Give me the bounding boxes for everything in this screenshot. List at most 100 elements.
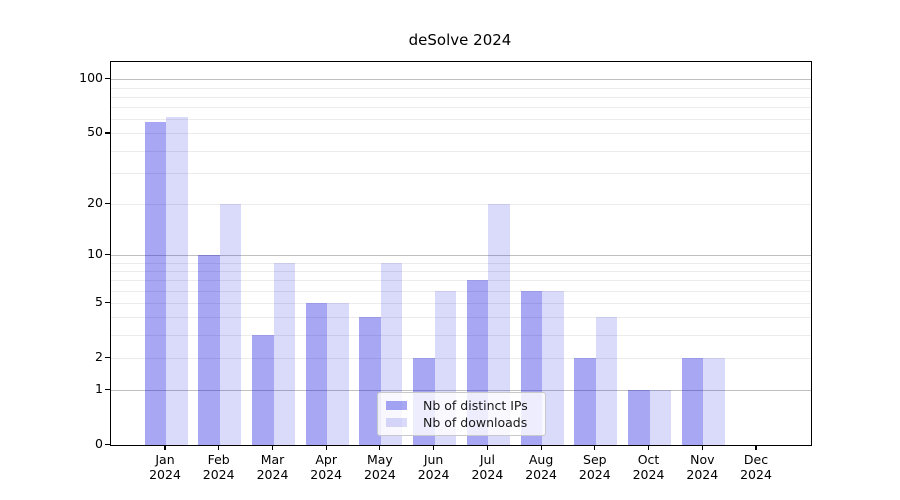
minor-gridline xyxy=(111,172,811,174)
minor-gridline xyxy=(111,96,811,98)
legend: Nb of distinct IPs Nb of downloads xyxy=(377,392,546,436)
x-tick-month: Jan xyxy=(155,452,175,467)
x-tick-month: Nov xyxy=(690,452,715,467)
y-tick-mark xyxy=(105,444,110,446)
minor-gridline xyxy=(111,203,811,205)
x-tick-label: Oct 2024 xyxy=(622,452,676,482)
bar xyxy=(219,203,242,445)
x-tick-mark xyxy=(486,445,488,450)
x-tick-mark xyxy=(271,445,274,450)
minor-gridline xyxy=(111,87,811,89)
x-tick-month: Aug xyxy=(528,452,554,467)
x-tick-month: Dec xyxy=(743,452,769,467)
y-tick-mark xyxy=(105,389,110,391)
x-tick-label: Dec 2024 xyxy=(729,452,783,482)
y-tick-label: 0 xyxy=(95,436,103,451)
legend-entry: Nb of downloads xyxy=(386,415,537,430)
x-tick-month: Oct xyxy=(637,452,660,467)
x-tick-month: Jul xyxy=(479,452,495,467)
bar xyxy=(144,121,166,445)
x-tick-mark xyxy=(164,445,166,450)
bar xyxy=(198,254,220,445)
x-tick-year: 2024 xyxy=(310,467,343,482)
legend-swatch-downloads xyxy=(386,418,407,427)
x-tick-label: May 2024 xyxy=(353,452,407,482)
minor-gridline xyxy=(111,290,811,292)
minor-gridline xyxy=(111,303,811,304)
x-tick-year: 2024 xyxy=(149,467,181,482)
x-tick-month: Mar xyxy=(260,452,285,467)
minor-gridline xyxy=(111,150,811,152)
x-tick-month: Feb xyxy=(207,452,230,467)
x-tick-year: 2024 xyxy=(525,467,557,482)
minor-gridline xyxy=(111,335,811,337)
legend-label-downloads: Nb of downloads xyxy=(423,415,528,430)
bar xyxy=(681,357,704,445)
x-tick-year: 2024 xyxy=(417,467,450,482)
bar xyxy=(574,357,596,445)
y-tick-mark xyxy=(105,202,110,204)
x-tick-mark xyxy=(218,445,220,450)
y-tick-label: 20 xyxy=(87,194,103,210)
plot-area xyxy=(110,61,812,446)
x-tick-month: Sep xyxy=(583,452,607,467)
minor-gridline xyxy=(111,357,811,359)
legend-entry: Nb of distinct IPs xyxy=(386,398,537,413)
x-tick-mark xyxy=(647,445,650,450)
x-tick-mark xyxy=(433,445,435,450)
x-tick-year: 2024 xyxy=(740,467,772,482)
major-gridline xyxy=(111,390,811,392)
bar xyxy=(595,317,618,445)
x-tick-year: 2024 xyxy=(202,467,235,482)
x-tick-label: Mar 2024 xyxy=(246,452,300,482)
minor-gridline xyxy=(111,107,811,109)
bar xyxy=(542,290,564,445)
x-tick-mark xyxy=(701,445,703,450)
bar xyxy=(166,116,188,445)
bar xyxy=(252,335,274,445)
x-tick-year: 2024 xyxy=(686,467,719,482)
y-tick-mark xyxy=(105,253,110,256)
x-tick-label: Apr 2024 xyxy=(299,452,353,482)
x-tick-year: 2024 xyxy=(256,467,289,482)
bar xyxy=(359,317,381,445)
bar xyxy=(327,303,349,445)
minor-gridline xyxy=(111,317,811,319)
x-tick-label: Aug 2024 xyxy=(514,452,568,482)
x-tick-label: Nov 2024 xyxy=(675,452,729,482)
y-tick-label: 10 xyxy=(87,245,103,261)
y-tick-label: 5 xyxy=(95,294,103,309)
bar xyxy=(273,262,295,445)
x-tick-mark xyxy=(755,445,757,450)
x-tick-label: Jun 2024 xyxy=(407,452,461,482)
bar xyxy=(703,357,725,445)
x-tick-label: Jan 2024 xyxy=(138,452,192,482)
minor-gridline xyxy=(111,262,811,264)
y-tick-mark xyxy=(105,78,110,80)
x-tick-month: Jun xyxy=(423,452,444,467)
x-tick-month: May xyxy=(366,452,393,467)
major-gridline xyxy=(111,254,811,256)
x-tick-year: 2024 xyxy=(471,467,504,482)
x-tick-mark xyxy=(594,445,596,450)
x-tick-mark xyxy=(540,445,542,450)
minor-gridline xyxy=(111,119,811,121)
y-tick-label: 1 xyxy=(95,381,103,397)
major-gridline xyxy=(111,79,811,81)
bar xyxy=(649,390,671,445)
legend-swatch-distinct-ips xyxy=(386,401,407,410)
y-tick-mark xyxy=(105,356,110,359)
y-tick-label: 50 xyxy=(87,124,103,140)
minor-gridline xyxy=(111,280,811,282)
y-tick-label: 100 xyxy=(79,70,103,86)
y-tick-mark xyxy=(105,132,110,134)
x-tick-mark xyxy=(379,445,381,450)
y-tick-mark xyxy=(105,302,110,304)
x-tick-month: Apr xyxy=(315,452,337,467)
x-tick-mark xyxy=(325,445,327,450)
x-tick-year: 2024 xyxy=(632,467,665,482)
minor-gridline xyxy=(111,133,811,135)
x-tick-year: 2024 xyxy=(363,467,396,482)
x-tick-label: Jul 2024 xyxy=(460,452,514,482)
